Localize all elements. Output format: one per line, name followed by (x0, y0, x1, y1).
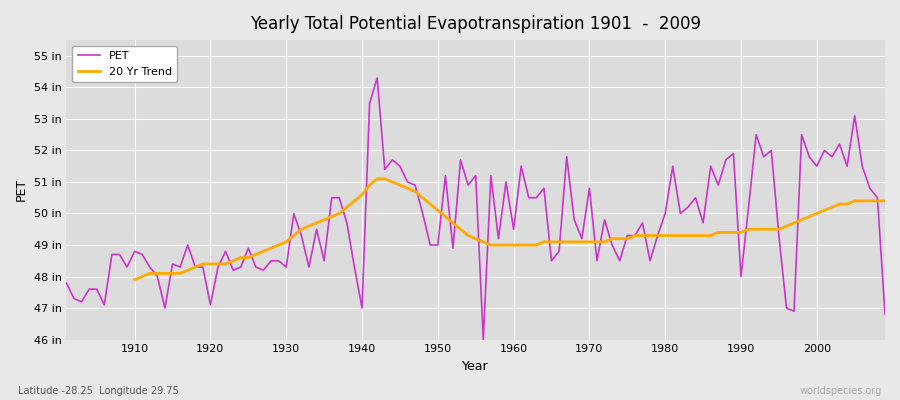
Y-axis label: PET: PET (15, 178, 28, 202)
PET (122, 265, 132, 270)
Line: PET: PET (67, 78, 885, 340)
X-axis label: Year: Year (463, 360, 489, 373)
PET (516, 164, 526, 169)
PET (61, 280, 72, 285)
20 Yr Trend (584, 240, 595, 244)
Text: Latitude -28.25  Longitude 29.75: Latitude -28.25 Longitude 29.75 (18, 386, 179, 396)
PET (372, 76, 382, 80)
Title: Yearly Total Potential Evapotranspiration 1901  -  2009: Yearly Total Potential Evapotranspiratio… (250, 15, 701, 33)
Legend: PET, 20 Yr Trend: PET, 20 Yr Trend (72, 46, 177, 82)
20 Yr Trend (274, 243, 284, 248)
PET (615, 258, 626, 263)
PET (478, 337, 489, 342)
20 Yr Trend (303, 224, 314, 228)
20 Yr Trend (524, 243, 535, 248)
PET (879, 312, 890, 317)
Line: 20 Yr Trend: 20 Yr Trend (135, 179, 885, 280)
20 Yr Trend (826, 205, 837, 210)
20 Yr Trend (879, 198, 890, 203)
PET (524, 195, 535, 200)
Text: worldspecies.org: worldspecies.org (800, 386, 882, 396)
PET (288, 211, 299, 216)
20 Yr Trend (372, 176, 382, 181)
PET (334, 195, 345, 200)
20 Yr Trend (850, 198, 860, 203)
20 Yr Trend (130, 277, 140, 282)
